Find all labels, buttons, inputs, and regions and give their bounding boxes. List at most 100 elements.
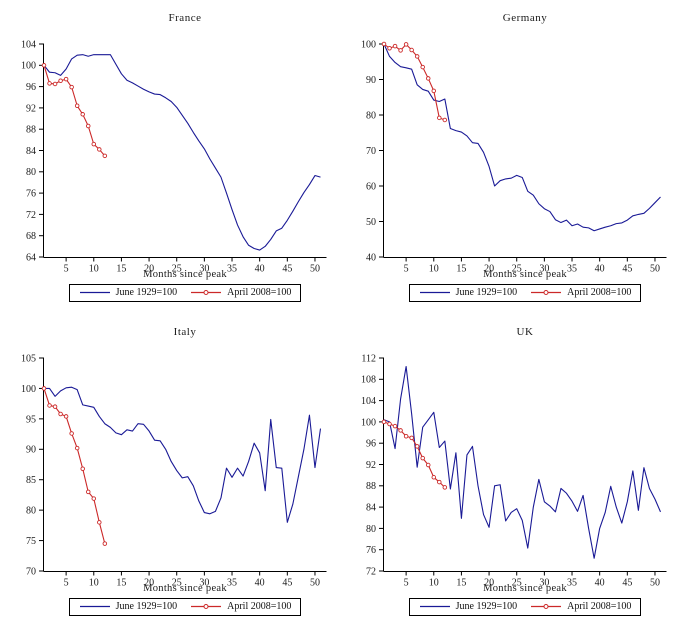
svg-text:90: 90	[366, 75, 376, 86]
svg-text:35: 35	[227, 264, 237, 275]
x-axis-label: Months since peak	[483, 583, 567, 594]
svg-text:15: 15	[456, 578, 466, 589]
svg-text:100: 100	[21, 61, 36, 72]
svg-text:60: 60	[366, 181, 376, 192]
svg-text:100: 100	[361, 417, 376, 428]
svg-text:84: 84	[366, 503, 376, 514]
svg-text:10: 10	[429, 578, 439, 589]
svg-text:40: 40	[255, 578, 265, 589]
svg-text:30: 30	[199, 264, 209, 275]
svg-text:45: 45	[622, 264, 632, 275]
svg-text:95: 95	[26, 414, 36, 425]
svg-text:80: 80	[26, 167, 36, 178]
svg-text:30: 30	[539, 264, 549, 275]
svg-text:45: 45	[282, 264, 292, 275]
svg-text:84: 84	[26, 146, 36, 157]
legend-label-2008: April 2008=100	[227, 287, 292, 298]
legend-label-1929: June 1929=100	[115, 601, 178, 612]
svg-text:15: 15	[116, 264, 126, 275]
svg-text:40: 40	[595, 578, 605, 589]
legend-line-1929-icon	[419, 605, 450, 608]
panel-germany: Germany 40 50 60 70 80 90 100 5 10 15 20 25 30 35 40 45…	[340, 0, 679, 314]
legend-line-1929-icon	[419, 291, 450, 294]
svg-text:50: 50	[366, 217, 376, 228]
svg-text:40: 40	[595, 264, 605, 275]
legend: June 1929=100 April 2008=100	[408, 284, 642, 302]
svg-text:112: 112	[361, 353, 376, 364]
svg-text:5: 5	[64, 578, 69, 589]
svg-text:10: 10	[89, 264, 99, 275]
plot-area-uk: 72 76 80 84 88 92 96 100 104 108 112 5 10 15 20 25 30 35 4…	[361, 353, 667, 589]
legend-item-2008: April 2008=100	[190, 287, 291, 298]
svg-text:80: 80	[366, 524, 376, 535]
svg-text:20: 20	[484, 264, 494, 275]
svg-text:80: 80	[26, 506, 36, 517]
svg-text:20: 20	[484, 578, 494, 589]
svg-text:45: 45	[282, 578, 292, 589]
x-axis-label: Months since peak	[143, 269, 227, 280]
legend-label-2008: April 2008=100	[567, 601, 632, 612]
legend: June 1929=100 April 2008=100	[68, 284, 302, 302]
svg-text:92: 92	[366, 460, 376, 471]
svg-text:5: 5	[404, 578, 409, 589]
svg-text:70: 70	[366, 146, 376, 157]
svg-text:40: 40	[366, 252, 376, 263]
svg-text:30: 30	[539, 578, 549, 589]
svg-text:76: 76	[366, 545, 376, 556]
svg-text:10: 10	[89, 578, 99, 589]
svg-text:100: 100	[21, 384, 36, 395]
svg-text:68: 68	[26, 231, 36, 242]
svg-text:15: 15	[116, 578, 126, 589]
legend-label-1929: June 1929=100	[455, 287, 518, 298]
svg-text:96: 96	[366, 439, 376, 450]
svg-text:72: 72	[366, 566, 376, 577]
panel-france: France 64 68 72 76 80 84 88 92 96 100 104 5 10 15 20 25…	[0, 0, 340, 314]
svg-text:40: 40	[255, 264, 265, 275]
chart-title-germany: Germany	[502, 12, 548, 24]
svg-text:20: 20	[144, 264, 154, 275]
legend-item-2008: April 2008=100	[530, 601, 631, 612]
svg-text:35: 35	[227, 578, 237, 589]
svg-text:5: 5	[64, 264, 69, 275]
legend-line-2008-icon	[191, 290, 222, 295]
svg-text:50: 50	[310, 264, 320, 275]
legend-item-1929: June 1929=100	[79, 601, 177, 612]
svg-text:5: 5	[404, 264, 409, 275]
chart-title-uk: UK	[516, 326, 534, 338]
svg-text:25: 25	[172, 578, 182, 589]
plot-area-italy: 70 75 80 85 90 95 100 105 5 10 15 20 25 30 35 40 45 50	[21, 353, 327, 589]
svg-text:108: 108	[361, 375, 376, 386]
svg-text:10: 10	[429, 264, 439, 275]
x-axis-label: Months since peak	[483, 269, 567, 280]
plot-area-germany: 40 50 60 70 80 90 100 5 10 15 20 25 30 35 40 45 50	[361, 39, 667, 275]
svg-text:64: 64	[26, 252, 36, 263]
svg-text:25: 25	[172, 264, 182, 275]
svg-text:104: 104	[361, 396, 376, 407]
svg-text:75: 75	[26, 536, 36, 547]
legend-line-2008-icon	[531, 604, 562, 609]
svg-text:104: 104	[21, 39, 36, 50]
legend-item-2008: April 2008=100	[190, 601, 291, 612]
svg-text:50: 50	[650, 578, 660, 589]
x-axis-label: Months since peak	[143, 583, 227, 594]
svg-text:35: 35	[567, 578, 577, 589]
legend-line-1929-icon	[79, 291, 110, 294]
chart-title-france: France	[168, 12, 202, 24]
svg-text:20: 20	[144, 578, 154, 589]
svg-text:25: 25	[512, 578, 522, 589]
svg-text:90: 90	[26, 445, 36, 456]
legend-item-1929: June 1929=100	[79, 287, 177, 298]
plot-area-france: 64 68 72 76 80 84 88 92 96 100 104 5 10 15 20 25 30 35 40 4…	[21, 39, 327, 275]
legend: June 1929=100 April 2008=100	[68, 598, 302, 616]
svg-text:70: 70	[26, 566, 36, 577]
svg-text:15: 15	[456, 264, 466, 275]
legend-label-1929: June 1929=100	[115, 287, 178, 298]
legend: June 1929=100 April 2008=100	[408, 598, 642, 616]
panel-italy: Italy 70 75 80 85 90 95 100 105 5 10 15 20 25 30 35 40 4…	[0, 314, 340, 628]
svg-text:25: 25	[512, 264, 522, 275]
svg-text:45: 45	[622, 578, 632, 589]
svg-text:50: 50	[310, 578, 320, 589]
svg-text:96: 96	[26, 82, 36, 93]
legend-line-2008-icon	[531, 290, 562, 295]
